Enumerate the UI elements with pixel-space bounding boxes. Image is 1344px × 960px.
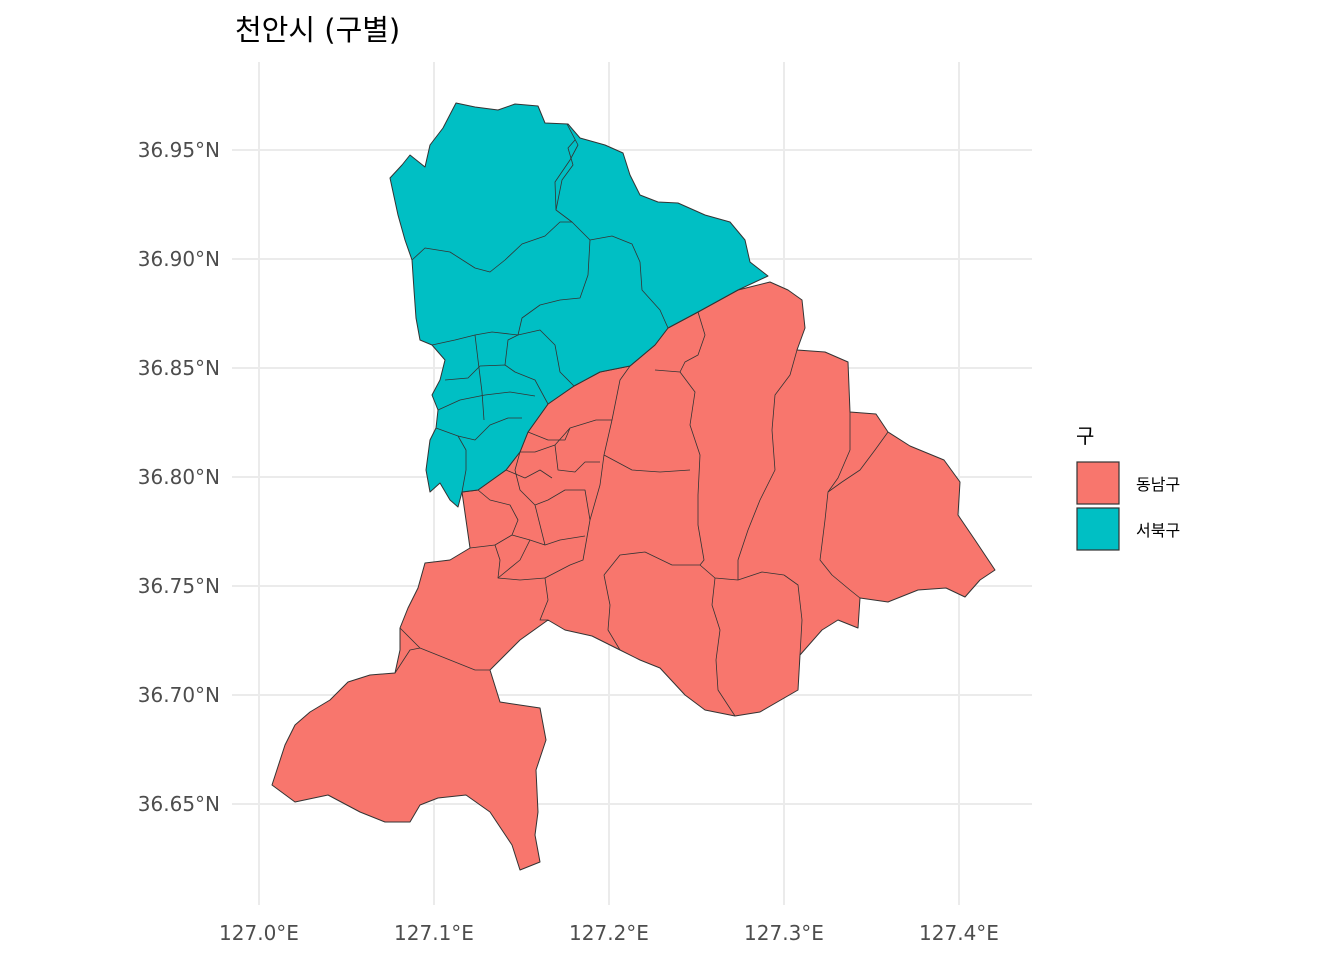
district-boundary (505, 469, 553, 479)
legend-label-dongnam: 동남구 (1136, 475, 1180, 494)
district-boundary (534, 504, 546, 546)
district-boundary (504, 334, 519, 366)
seobuk-internal-boundaries (411, 123, 669, 493)
district-boundary (737, 349, 798, 580)
y-axis-labels: 36.95°N 36.90°N 36.85°N 36.80°N 36.75°N … (138, 138, 220, 816)
region-dongnam-gu (271, 281, 996, 871)
district-boundary (477, 489, 519, 546)
y-tick-label: 36.80°N (138, 465, 220, 489)
x-tick-label: 127.4°E (919, 921, 999, 945)
y-tick-label: 36.95°N (138, 138, 220, 162)
district-boundary (827, 431, 889, 493)
legend-swatch-seobuk (1076, 507, 1120, 551)
district-boundary (544, 365, 631, 579)
district-boundary (539, 577, 549, 621)
legend-swatch-dongnam (1076, 461, 1120, 505)
x-tick-label: 127.2°E (569, 921, 649, 945)
district-boundary (457, 435, 467, 493)
district-boundary (437, 391, 536, 411)
map-title: 천안시 (구별) (235, 13, 400, 47)
district-boundary (497, 539, 531, 579)
y-tick-label: 36.70°N (138, 683, 220, 707)
district-boundary (679, 311, 706, 373)
district-boundary (517, 239, 591, 336)
district-boundary (819, 412, 861, 599)
district-boundary (520, 419, 612, 453)
dongnam-internal-boundaries (394, 311, 889, 717)
district-boundary (527, 427, 571, 441)
legend: 구 동남구 서북구 (1076, 424, 1180, 551)
x-tick-label: 127.1°E (394, 921, 474, 945)
district-boundary (399, 627, 490, 671)
district-boundary (654, 369, 705, 566)
district-boundary (411, 221, 572, 273)
district-boundary (514, 451, 591, 521)
x-tick-label: 127.0°E (219, 921, 299, 945)
district-boundary (435, 417, 522, 441)
y-tick-label: 36.65°N (138, 792, 220, 816)
district-boundary (783, 574, 803, 656)
district-boundary (603, 551, 785, 581)
region-seobuk-gu (389, 102, 769, 508)
district-boundary (474, 334, 485, 421)
x-axis-labels: 127.0°E 127.1°E 127.2°E 127.3°E 127.4°E (219, 921, 999, 945)
district-boundary (394, 647, 421, 674)
y-tick-label: 36.85°N (138, 356, 220, 380)
district-boundary (469, 544, 546, 581)
district-boundary (554, 444, 600, 473)
district-boundary (603, 574, 621, 651)
y-tick-label: 36.75°N (138, 574, 220, 598)
district-boundary (555, 139, 576, 211)
district-boundary (711, 577, 736, 717)
legend-label-seobuk: 서북구 (1136, 521, 1180, 540)
district-boundary (603, 454, 691, 473)
x-tick-label: 127.3°E (744, 921, 824, 945)
legend-title: 구 (1076, 424, 1094, 448)
y-tick-label: 36.90°N (138, 247, 220, 271)
